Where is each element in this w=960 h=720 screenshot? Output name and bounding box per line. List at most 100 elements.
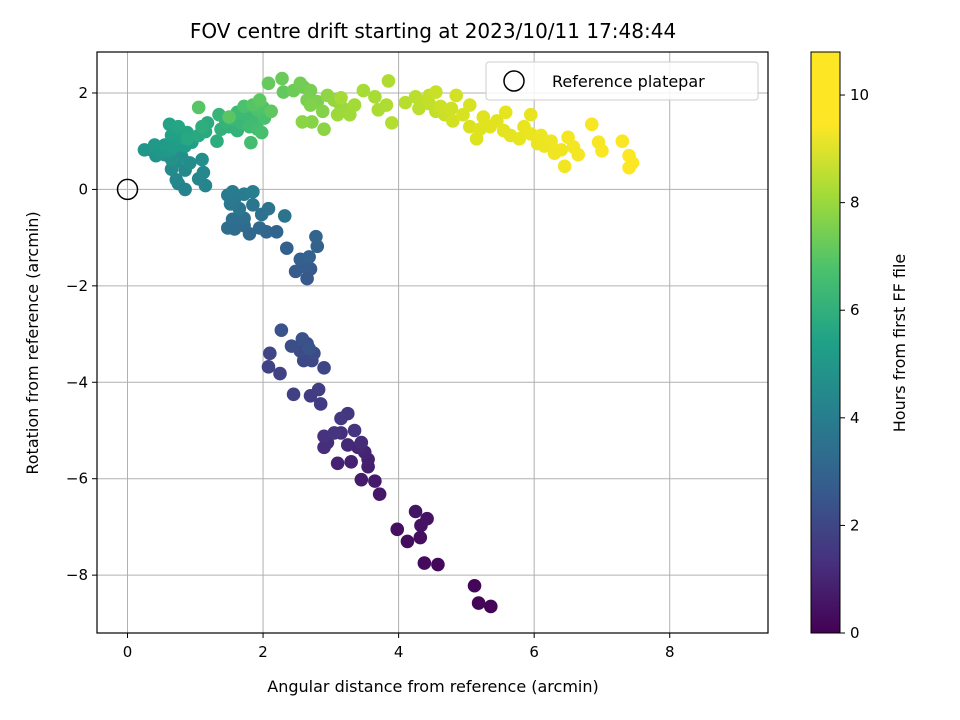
data-point — [286, 387, 301, 402]
data-point — [544, 134, 558, 148]
data-point — [490, 114, 504, 128]
data-point — [429, 85, 443, 99]
data-point — [252, 93, 267, 108]
data-point — [302, 341, 316, 356]
data-point — [523, 127, 538, 141]
data-point — [534, 128, 548, 143]
data-point — [431, 557, 445, 572]
data-point — [408, 504, 423, 519]
colorbar-tick-label: 8 — [850, 194, 860, 212]
data-point — [473, 122, 487, 136]
data-point — [191, 100, 206, 115]
y-tick-label: −4 — [66, 373, 88, 391]
data-point — [334, 91, 348, 105]
x-tick-label: 6 — [529, 643, 539, 661]
data-point — [327, 426, 342, 440]
legend-label: Reference platepar — [552, 72, 705, 91]
data-point — [293, 76, 308, 91]
data-point — [261, 76, 276, 91]
reference-point — [116, 178, 139, 201]
data-point — [305, 115, 319, 129]
data-point — [483, 599, 498, 614]
colorbar-tick-label: 6 — [850, 301, 860, 319]
data-point — [313, 397, 328, 411]
data-point — [330, 456, 345, 471]
data-point — [523, 107, 538, 122]
data-point — [275, 71, 289, 86]
data-point — [420, 511, 434, 526]
y-axis-label: Rotation from reference (arcmin) — [23, 211, 42, 474]
data-point — [302, 250, 316, 264]
data-point — [398, 95, 413, 110]
data-point — [166, 140, 181, 154]
data-point — [330, 107, 345, 122]
data-point — [311, 382, 326, 397]
colorbar-label: Hours from first FF file — [890, 254, 909, 433]
legend: Reference platepar — [485, 61, 759, 101]
data-point — [462, 98, 477, 112]
x-tick-label: 4 — [394, 643, 404, 661]
colorbar-tick-label: 10 — [850, 86, 869, 104]
data-point — [356, 83, 371, 98]
data-point — [137, 143, 152, 157]
colorbar-tick-label: 2 — [850, 516, 860, 534]
y-tick-label: −8 — [66, 566, 88, 584]
data-point — [277, 209, 292, 223]
data-point — [295, 115, 310, 129]
data-point — [334, 411, 348, 426]
data-point — [315, 104, 330, 119]
data-point — [264, 104, 278, 119]
colorbar-gradient — [810, 51, 841, 634]
data-point — [347, 423, 362, 438]
data-point — [557, 159, 572, 174]
x-tick-label: 0 — [123, 643, 133, 661]
reference-marker — [116, 178, 139, 201]
data-point — [225, 212, 240, 227]
data-point — [584, 117, 599, 132]
colorbar: 0 2 4 6 8 10 Hours from first FF file — [810, 51, 909, 642]
data-point — [261, 360, 276, 374]
legend-box — [485, 61, 759, 101]
y-tick-label: 2 — [78, 84, 88, 102]
data-point — [462, 119, 477, 134]
data-point — [354, 472, 369, 487]
data-point — [244, 135, 258, 150]
data-point — [195, 152, 209, 167]
data-point — [390, 522, 405, 537]
data-point — [554, 143, 569, 157]
data-point — [195, 119, 209, 134]
data-point — [273, 366, 287, 381]
data-point — [615, 134, 630, 148]
y-tick-label: −2 — [66, 277, 88, 295]
data-point — [180, 131, 194, 146]
data-point — [347, 98, 362, 112]
data-point — [368, 90, 382, 104]
data-point — [276, 85, 291, 99]
y-axis: −8 −6 −4 −2 0 2 — [66, 84, 97, 584]
x-tick-label: 8 — [665, 643, 675, 661]
legend-marker — [503, 70, 525, 92]
data-point — [246, 198, 260, 212]
data-point — [571, 147, 586, 162]
data-point — [344, 455, 358, 469]
data-point — [309, 229, 323, 244]
data-point — [303, 98, 318, 112]
data-point — [476, 110, 491, 124]
data-point — [456, 107, 470, 122]
data-point — [471, 596, 486, 610]
data-point — [269, 225, 284, 239]
data-points — [137, 71, 640, 614]
x-axis-label: Angular distance from reference (arcmin) — [267, 677, 598, 696]
colorbar-tick-label: 4 — [850, 409, 860, 427]
data-point — [317, 361, 331, 375]
colorbar-ticks: 0 2 4 6 8 10 — [840, 86, 869, 642]
data-point — [379, 98, 394, 112]
data-point — [467, 578, 482, 593]
data-point — [444, 101, 459, 116]
data-point — [372, 487, 387, 501]
data-point — [381, 74, 396, 88]
data-point — [295, 332, 310, 346]
data-point — [400, 534, 415, 549]
plot-frame — [96, 51, 769, 634]
